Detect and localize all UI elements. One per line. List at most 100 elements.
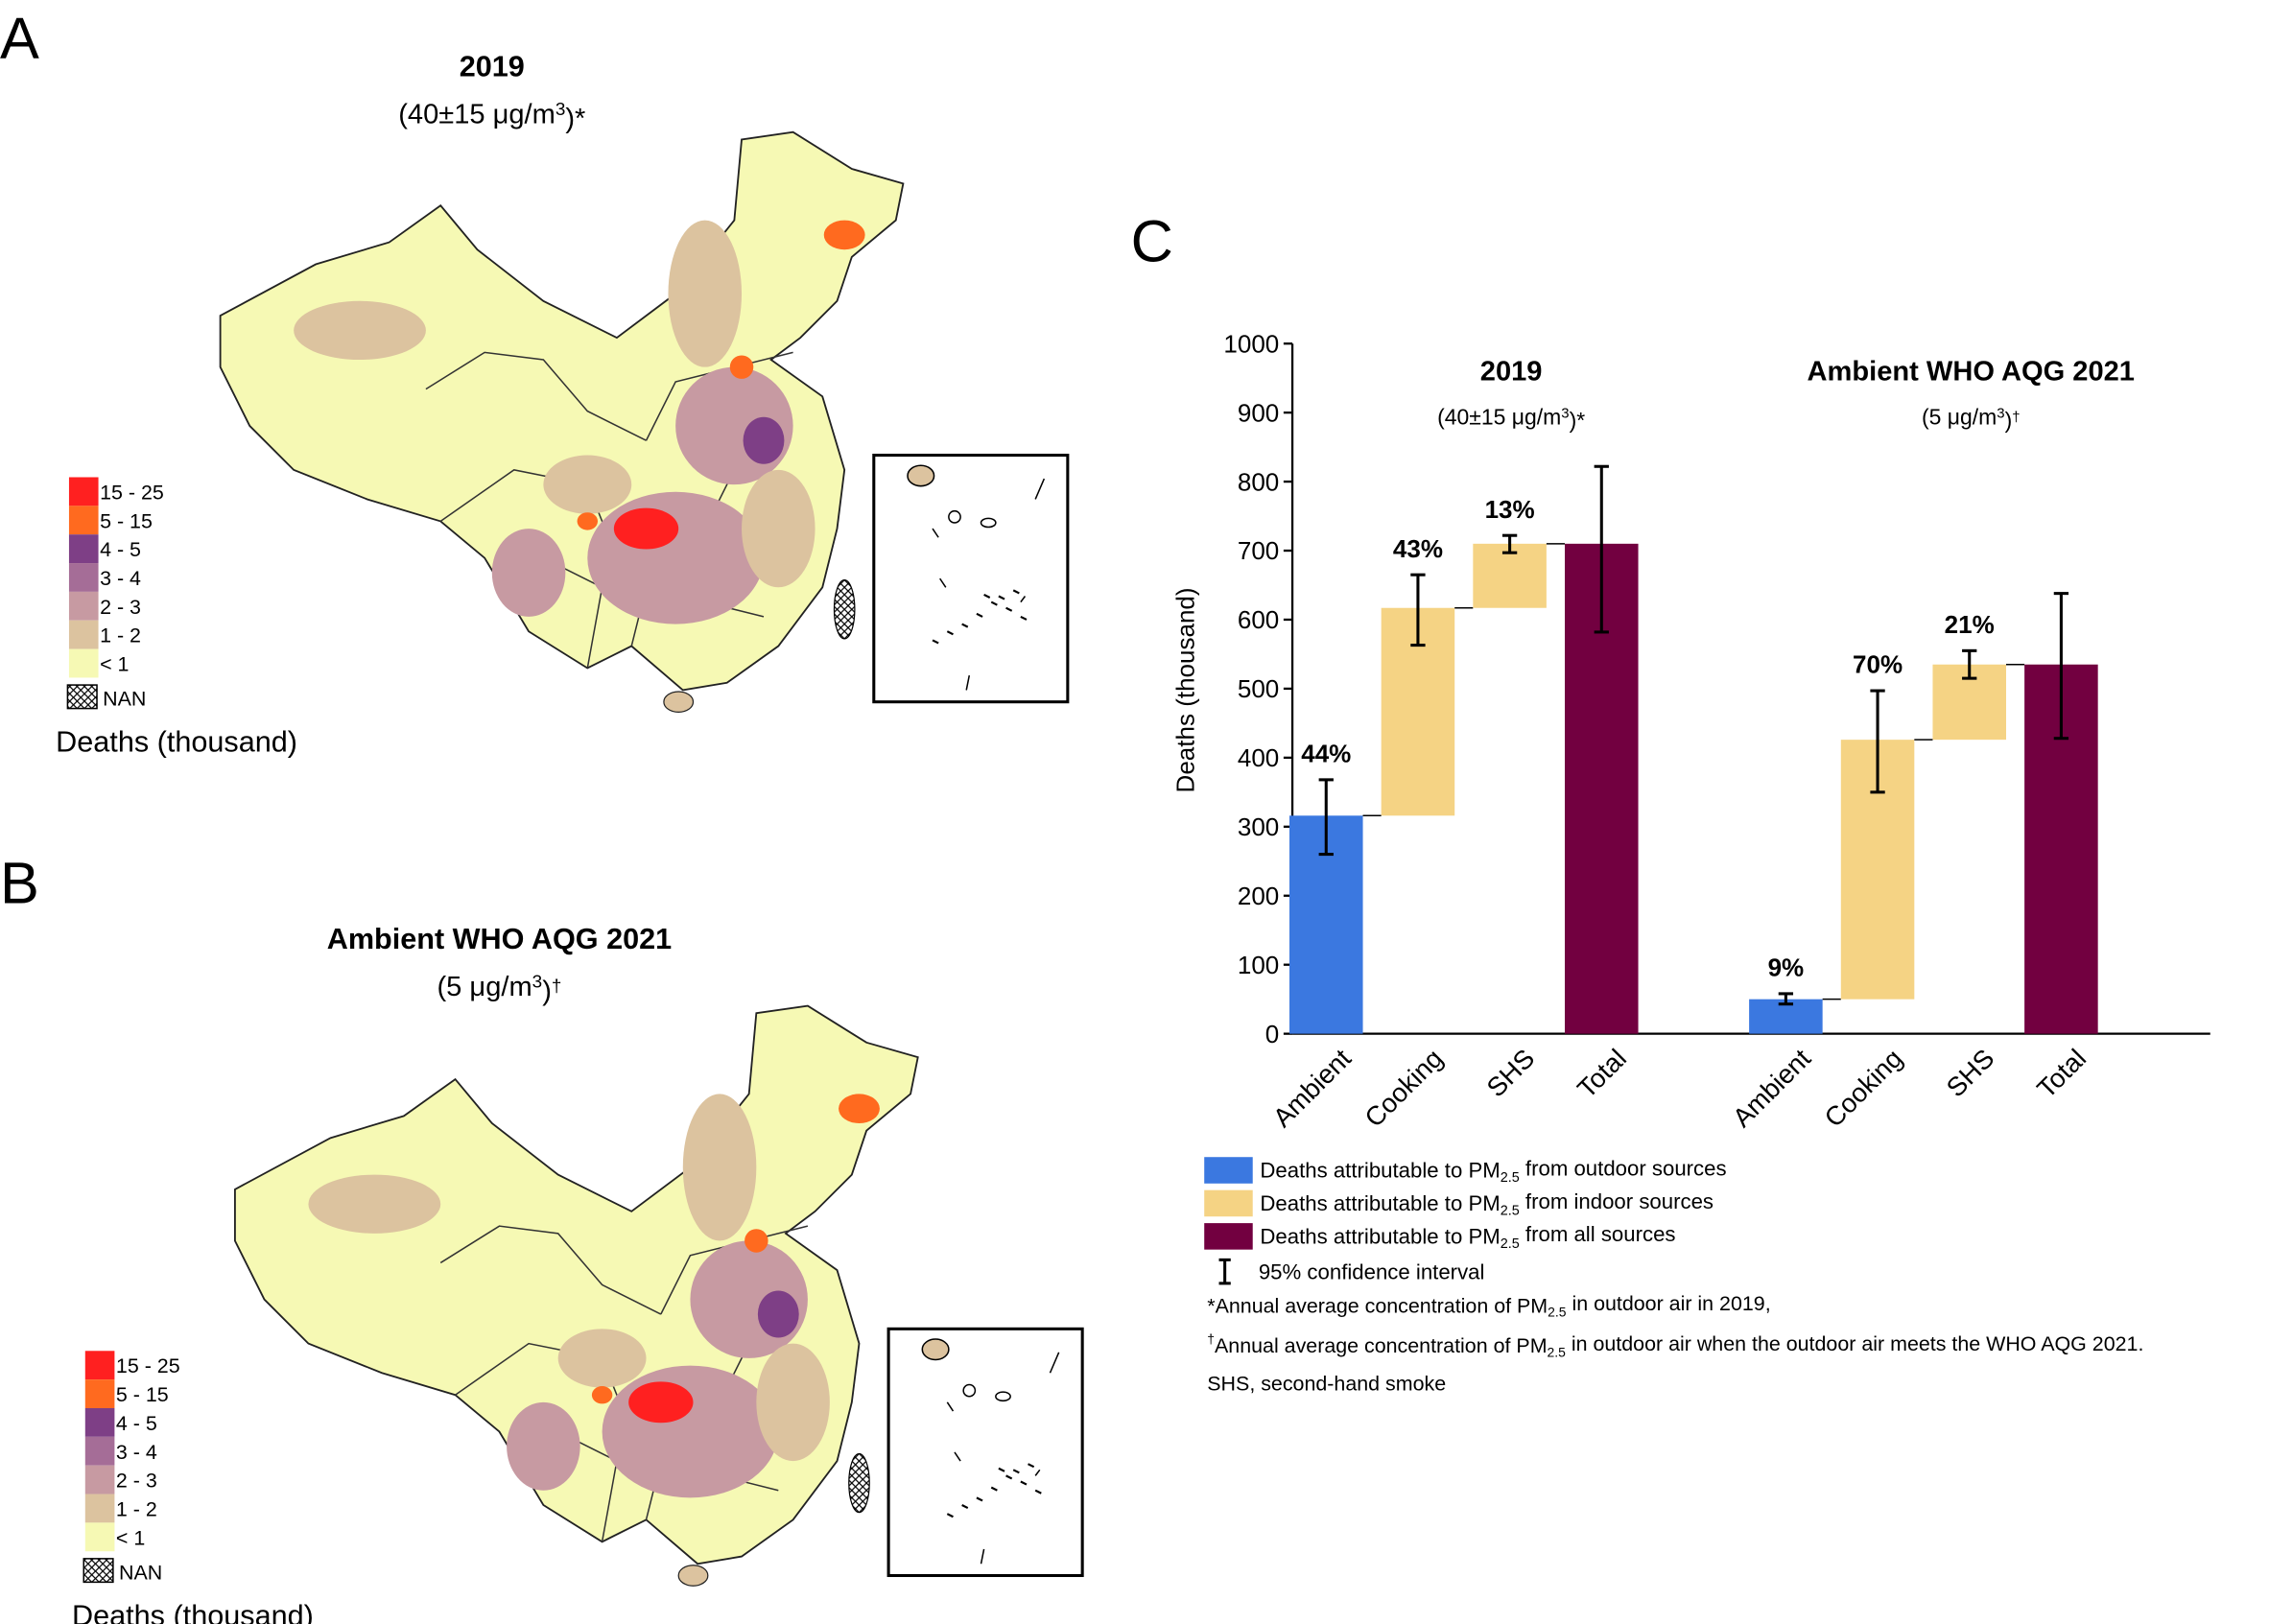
legend-swatch (68, 620, 99, 649)
panel-label: C (1131, 208, 1173, 273)
x-tick-label: SHS (1480, 1044, 1540, 1103)
map-b (234, 1004, 1084, 1588)
footnote: SHS, second-hand smoke (1207, 1373, 1446, 1396)
legend-label: 3 - 4 (116, 1441, 157, 1464)
legend-swatch (68, 591, 99, 621)
share-label: 70% (1853, 650, 1903, 679)
text-part: 2.5 (1501, 1170, 1520, 1186)
map-title: Ambient WHO AQG 2021 (327, 923, 672, 955)
legend-swatch (1204, 1189, 1253, 1217)
legend-swatch (84, 1351, 115, 1380)
legend-swatch (68, 648, 99, 678)
text-part: in outdoor air when the outdoor air meet… (1566, 1332, 2144, 1355)
share-label: 9% (1768, 953, 1805, 982)
text-part: 2.5 (1501, 1236, 1520, 1252)
legend-label: 5 - 15 (116, 1383, 169, 1406)
legend-swatch (84, 1465, 115, 1495)
legend-label: 4 - 5 (100, 538, 141, 561)
y-tick-label: 600 (1238, 605, 1279, 634)
text-part: from indoor sources (1520, 1189, 1714, 1213)
text-part: 3 (1561, 406, 1569, 422)
legend-label: NAN (119, 1561, 162, 1584)
legend-label: Deaths attributable to PM2.5 from all so… (1260, 1222, 1675, 1252)
share-label: 21% (1945, 610, 1995, 639)
y-tick-label: 900 (1238, 398, 1279, 427)
legend-label: 2 - 3 (100, 596, 141, 619)
group-subtitle: (5 μg/m3)† (1922, 404, 2021, 433)
legend-swatch (66, 684, 98, 710)
text-part: in outdoor air in 2019, (1566, 1292, 1770, 1315)
legend-label: 1 - 2 (116, 1497, 157, 1520)
legend-label: 95% confidence interval (1259, 1259, 1485, 1283)
text-part: † (552, 977, 562, 997)
text-part: from outdoor sources (1520, 1156, 1727, 1180)
legend-swatch (68, 506, 99, 535)
text-part: 3 (555, 100, 566, 120)
legend-swatch (68, 477, 99, 506)
legend-swatch (68, 534, 99, 564)
x-tick-label: Total (1572, 1044, 1632, 1104)
x-tick-label: Cooking (1359, 1044, 1448, 1133)
legend-label: < 1 (116, 1526, 145, 1549)
y-axis-label: Deaths (thousand) (1170, 587, 1199, 792)
legend-label: < 1 (100, 653, 129, 676)
footnote: †Annual average concentration of PM2.5 i… (1207, 1330, 2143, 1359)
share-label: 43% (1393, 534, 1443, 563)
x-tick-label: Ambient (1267, 1043, 1358, 1133)
y-tick-label: 200 (1238, 882, 1279, 910)
legend-label: 3 - 4 (100, 567, 141, 590)
legend-swatch (1204, 1157, 1253, 1184)
legend-label: NAN (103, 688, 146, 711)
text-part: 2.5 (1548, 1305, 1567, 1320)
legend-swatch (68, 563, 99, 592)
legend-swatch (84, 1379, 115, 1408)
text-part: 2.5 (1501, 1203, 1520, 1218)
legend-title: Deaths (thousand) (72, 1600, 314, 1624)
text-part: SHS, second-hand smoke (1207, 1373, 1446, 1396)
text-part: Deaths attributable to PM (1260, 1191, 1500, 1215)
legend-label: 4 - 5 (116, 1412, 157, 1435)
map-subtitle: (40±15 μg/m3)* (398, 100, 585, 135)
group-title: 2019 (1480, 356, 1543, 387)
legend-label: 15 - 25 (100, 481, 164, 504)
share-label: 13% (1485, 495, 1535, 524)
text-part: † (2012, 409, 2020, 425)
y-tick-label: 300 (1238, 812, 1279, 841)
footnote: *Annual average concentration of PM2.5 i… (1207, 1292, 1770, 1319)
map-subtitle: (5 μg/m3)† (437, 972, 562, 1007)
panel-label: B (0, 850, 39, 915)
legend-label: Deaths attributable to PM2.5 from outdoo… (1260, 1156, 1726, 1186)
y-tick-label: 0 (1265, 1020, 1279, 1048)
legend-swatch (84, 1407, 115, 1437)
group-title: Ambient WHO AQG 2021 (1808, 356, 2135, 387)
legend-swatch (84, 1494, 115, 1523)
x-tick-label: Ambient (1727, 1043, 1817, 1133)
legend-swatch (84, 1436, 115, 1466)
legend-swatch (83, 1558, 114, 1584)
legend-label: 2 - 3 (116, 1470, 157, 1493)
text-part: 2.5 (1548, 1344, 1567, 1359)
text-part: )* (565, 104, 585, 134)
text-part: Deaths attributable to PM (1260, 1159, 1500, 1183)
group-subtitle: (40±15 μg/m3)* (1437, 404, 1585, 433)
legend-label: 5 - 15 (100, 509, 153, 532)
x-tick-label: SHS (1941, 1044, 2000, 1103)
text-part: 3 (532, 972, 543, 992)
y-tick-label: 700 (1238, 536, 1279, 565)
y-tick-label: 400 (1238, 743, 1279, 772)
legend-label: Deaths attributable to PM2.5 from indoor… (1260, 1189, 1714, 1219)
bar (1473, 543, 1547, 608)
text-part: *Annual average concentration of PM (1207, 1294, 1548, 1317)
text-part: (5 μg/m (1922, 404, 1997, 429)
legend-title: Deaths (thousand) (56, 726, 297, 759)
text-part: from all sources (1520, 1222, 1676, 1246)
legend-label: 1 - 2 (100, 624, 141, 647)
x-tick-label: Total (2031, 1044, 2092, 1104)
text-part: ) (2005, 408, 2013, 433)
text-part: 3 (1997, 406, 2004, 422)
text-part: Annual average concentration of PM (1215, 1334, 1548, 1357)
text-part: (40±15 μg/m (1437, 404, 1561, 429)
legend-swatch (84, 1522, 115, 1552)
